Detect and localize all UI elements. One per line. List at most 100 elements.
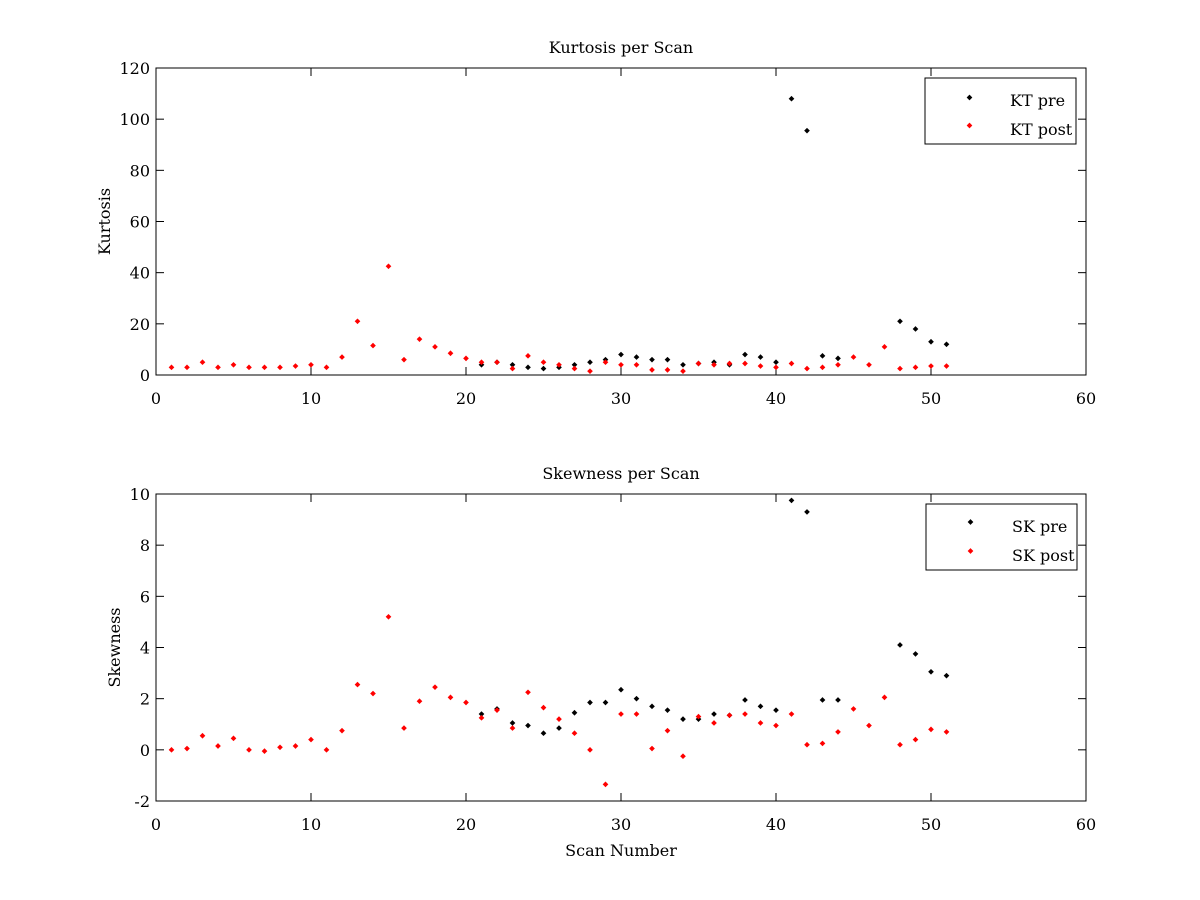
data-point-post <box>416 336 423 343</box>
y-tick-label: 80 <box>130 161 150 180</box>
data-point-post <box>587 747 593 753</box>
x-tick-label: 0 <box>151 815 161 834</box>
data-point-pre <box>587 359 593 366</box>
data-point-pre <box>509 720 516 726</box>
data-point-post <box>339 727 345 734</box>
data-point-pre <box>680 361 686 368</box>
data-point-post <box>726 360 733 367</box>
data-point-post <box>664 367 671 373</box>
skewness-chart: Skewness per Scan Skewness Scan Number 0… <box>105 464 1096 860</box>
data-point-post <box>432 684 438 690</box>
data-point-post <box>463 699 469 706</box>
data-point-post <box>277 364 283 371</box>
legend-label-kt-pre: KT pre <box>1010 91 1065 110</box>
data-point-post <box>385 613 392 620</box>
data-point-pre <box>897 318 903 325</box>
data-point-post <box>292 363 299 369</box>
legend-marker-sk-pre <box>967 519 974 525</box>
data-point-post <box>230 735 237 742</box>
data-point-post <box>199 359 206 366</box>
y-tick-label: 6 <box>140 587 150 606</box>
x-tick-label: 30 <box>611 815 631 834</box>
data-point-post <box>370 690 376 697</box>
data-point-post <box>804 741 810 748</box>
data-point-post <box>618 361 624 368</box>
data-point-post <box>881 344 888 350</box>
data-point-post <box>835 729 841 735</box>
data-point-post <box>215 743 221 749</box>
data-point-post <box>649 367 655 373</box>
data-point-post <box>742 711 748 717</box>
data-point-pre <box>633 354 640 360</box>
data-point-post <box>602 359 609 366</box>
data-point-post <box>494 707 500 714</box>
data-point-post <box>742 360 748 367</box>
data-point-post <box>323 364 330 371</box>
data-point-pre <box>587 699 593 706</box>
data-point-pre <box>509 361 516 368</box>
y-tick-label: 20 <box>130 315 150 334</box>
data-point-post <box>835 361 841 368</box>
x-tick-label: 0 <box>151 389 161 408</box>
data-point-post <box>695 360 702 367</box>
data-point-pre <box>525 364 531 371</box>
legend-label-sk-post: SK post <box>1012 546 1075 565</box>
data-point-pre <box>757 354 764 360</box>
legend-marker-sk-post <box>967 548 974 554</box>
data-point-post <box>199 732 206 739</box>
x-tick-label: 40 <box>766 389 786 408</box>
data-point-post <box>292 743 299 749</box>
legend-marker-kt-post <box>966 122 973 129</box>
legend: SK pre SK post <box>925 503 1078 571</box>
data-point-post <box>184 745 190 752</box>
data-point-pre <box>773 359 779 366</box>
data-point-pre <box>664 356 671 363</box>
data-point-pre <box>788 95 795 102</box>
data-point-post <box>788 711 795 717</box>
data-point-post <box>308 361 314 368</box>
data-point-post <box>308 736 314 743</box>
data-point-post <box>556 361 562 368</box>
data-point-post <box>928 726 934 733</box>
x-tick-label: 40 <box>766 815 786 834</box>
data-points <box>168 95 950 374</box>
data-point-post <box>447 350 454 357</box>
data-point-post <box>804 365 810 372</box>
data-point-post <box>633 711 640 717</box>
data-point-pre <box>525 722 531 729</box>
legend-box <box>924 77 1077 145</box>
data-point-post <box>850 354 857 360</box>
legend-label-sk-pre: SK pre <box>1012 517 1067 536</box>
data-point-post <box>649 745 655 752</box>
data-point-pre <box>618 686 624 693</box>
legend-box <box>925 503 1078 571</box>
y-tick-label: 120 <box>119 59 150 78</box>
y-tick-label: -2 <box>134 792 150 811</box>
y-tick-label: 0 <box>140 741 150 760</box>
data-point-post <box>494 359 500 366</box>
data-point-post <box>943 729 950 735</box>
data-point-post <box>230 361 237 368</box>
data-point-pre <box>928 668 934 675</box>
x-axis-label: Scan Number <box>565 841 677 860</box>
x-tick-label: 60 <box>1076 815 1096 834</box>
data-point-pre <box>819 697 826 703</box>
data-point-post <box>773 722 779 729</box>
data-point-pre <box>540 365 547 372</box>
data-point-post <box>215 364 221 371</box>
data-point-post <box>354 318 361 325</box>
data-point-post <box>540 704 547 711</box>
data-point-post <box>819 364 826 371</box>
data-point-post <box>571 365 578 372</box>
data-point-post <box>711 361 717 368</box>
data-point-pre <box>835 355 841 362</box>
chart-title: Skewness per Scan <box>542 464 699 483</box>
data-point-post <box>525 352 531 359</box>
data-point-pre <box>742 351 748 358</box>
x-tick-label: 10 <box>301 815 321 834</box>
data-point-pre <box>649 356 655 363</box>
data-point-pre <box>928 338 934 345</box>
data-point-post <box>866 361 872 368</box>
data-point-post <box>478 359 485 366</box>
data-point-post <box>447 694 454 701</box>
